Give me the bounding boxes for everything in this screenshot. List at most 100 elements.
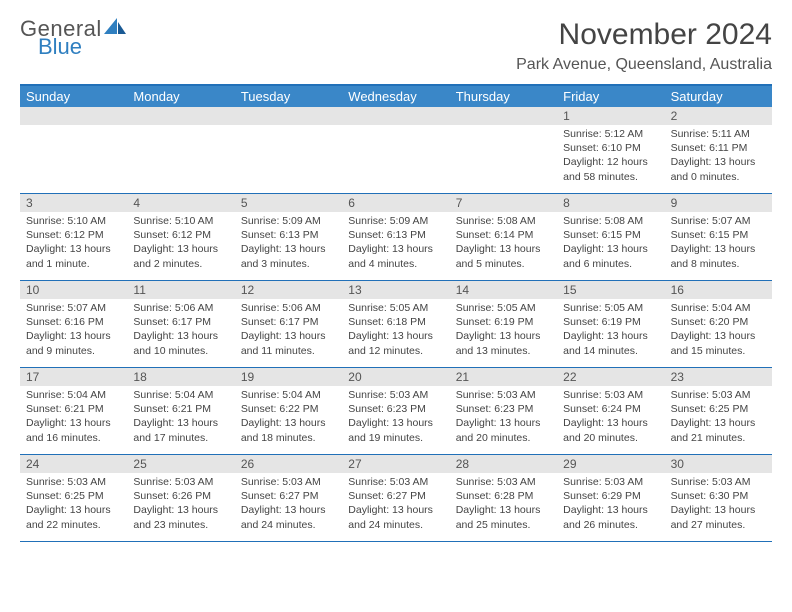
day-number: 24: [20, 455, 127, 473]
daylight-text: Daylight: 13 hours and 8 minutes.: [671, 242, 766, 270]
location: Park Avenue, Queensland, Australia: [516, 56, 772, 74]
day-number: 15: [557, 281, 664, 299]
day-content: Sunrise: 5:07 AMSunset: 6:15 PMDaylight:…: [665, 212, 772, 275]
day-header-cell: Wednesday: [342, 86, 449, 107]
day-header-cell: Monday: [127, 86, 234, 107]
week-row: 1Sunrise: 5:12 AMSunset: 6:10 PMDaylight…: [20, 107, 772, 194]
daylight-text: Daylight: 13 hours and 15 minutes.: [671, 329, 766, 357]
daylight-text: Daylight: 13 hours and 20 minutes.: [456, 416, 551, 444]
sunrise-text: Sunrise: 5:03 AM: [26, 475, 121, 489]
day-cell: 9Sunrise: 5:07 AMSunset: 6:15 PMDaylight…: [665, 194, 772, 280]
day-cell: 16Sunrise: 5:04 AMSunset: 6:20 PMDayligh…: [665, 281, 772, 367]
sunrise-text: Sunrise: 5:06 AM: [241, 301, 336, 315]
day-number: [450, 107, 557, 125]
day-cell: 11Sunrise: 5:06 AMSunset: 6:17 PMDayligh…: [127, 281, 234, 367]
day-cell: [235, 107, 342, 193]
day-content: Sunrise: 5:09 AMSunset: 6:13 PMDaylight:…: [342, 212, 449, 275]
day-number: 26: [235, 455, 342, 473]
day-content: Sunrise: 5:04 AMSunset: 6:22 PMDaylight:…: [235, 386, 342, 449]
daylight-text: Daylight: 13 hours and 5 minutes.: [456, 242, 551, 270]
day-cell: 12Sunrise: 5:06 AMSunset: 6:17 PMDayligh…: [235, 281, 342, 367]
sunrise-text: Sunrise: 5:04 AM: [671, 301, 766, 315]
month-title: November 2024: [516, 18, 772, 52]
calendar: Sunday Monday Tuesday Wednesday Thursday…: [20, 84, 772, 542]
daylight-text: Daylight: 13 hours and 9 minutes.: [26, 329, 121, 357]
daylight-text: Daylight: 13 hours and 25 minutes.: [456, 503, 551, 531]
day-cell: 2Sunrise: 5:11 AMSunset: 6:11 PMDaylight…: [665, 107, 772, 193]
sunset-text: Sunset: 6:17 PM: [133, 315, 228, 329]
sunset-text: Sunset: 6:14 PM: [456, 228, 551, 242]
week-row: 17Sunrise: 5:04 AMSunset: 6:21 PMDayligh…: [20, 368, 772, 455]
sunset-text: Sunset: 6:15 PM: [671, 228, 766, 242]
sunset-text: Sunset: 6:21 PM: [133, 402, 228, 416]
day-number: 18: [127, 368, 234, 386]
day-cell: 4Sunrise: 5:10 AMSunset: 6:12 PMDaylight…: [127, 194, 234, 280]
daylight-text: Daylight: 13 hours and 2 minutes.: [133, 242, 228, 270]
day-number: 17: [20, 368, 127, 386]
day-cell: 23Sunrise: 5:03 AMSunset: 6:25 PMDayligh…: [665, 368, 772, 454]
sunrise-text: Sunrise: 5:03 AM: [671, 388, 766, 402]
sunrise-text: Sunrise: 5:03 AM: [456, 475, 551, 489]
sunrise-text: Sunrise: 5:06 AM: [133, 301, 228, 315]
sunrise-text: Sunrise: 5:08 AM: [563, 214, 658, 228]
day-cell: 8Sunrise: 5:08 AMSunset: 6:15 PMDaylight…: [557, 194, 664, 280]
day-number: 20: [342, 368, 449, 386]
day-content: Sunrise: 5:03 AMSunset: 6:29 PMDaylight:…: [557, 473, 664, 536]
sunset-text: Sunset: 6:10 PM: [563, 141, 658, 155]
day-number: 19: [235, 368, 342, 386]
day-cell: 14Sunrise: 5:05 AMSunset: 6:19 PMDayligh…: [450, 281, 557, 367]
day-header-cell: Sunday: [20, 86, 127, 107]
day-cell: 7Sunrise: 5:08 AMSunset: 6:14 PMDaylight…: [450, 194, 557, 280]
title-block: November 2024 Park Avenue, Queensland, A…: [516, 18, 772, 74]
sunrise-text: Sunrise: 5:03 AM: [671, 475, 766, 489]
day-content: Sunrise: 5:03 AMSunset: 6:25 PMDaylight:…: [665, 386, 772, 449]
daylight-text: Daylight: 13 hours and 14 minutes.: [563, 329, 658, 357]
sunset-text: Sunset: 6:13 PM: [348, 228, 443, 242]
day-header-row: Sunday Monday Tuesday Wednesday Thursday…: [20, 86, 772, 107]
sunrise-text: Sunrise: 5:03 AM: [133, 475, 228, 489]
day-content: Sunrise: 5:07 AMSunset: 6:16 PMDaylight:…: [20, 299, 127, 362]
day-cell: 5Sunrise: 5:09 AMSunset: 6:13 PMDaylight…: [235, 194, 342, 280]
sunrise-text: Sunrise: 5:03 AM: [348, 388, 443, 402]
daylight-text: Daylight: 13 hours and 1 minute.: [26, 242, 121, 270]
sunset-text: Sunset: 6:26 PM: [133, 489, 228, 503]
day-cell: 1Sunrise: 5:12 AMSunset: 6:10 PMDaylight…: [557, 107, 664, 193]
day-content: Sunrise: 5:03 AMSunset: 6:27 PMDaylight:…: [235, 473, 342, 536]
day-number: 8: [557, 194, 664, 212]
day-content: Sunrise: 5:10 AMSunset: 6:12 PMDaylight:…: [127, 212, 234, 275]
day-cell: 25Sunrise: 5:03 AMSunset: 6:26 PMDayligh…: [127, 455, 234, 541]
daylight-text: Daylight: 12 hours and 58 minutes.: [563, 155, 658, 183]
sunset-text: Sunset: 6:28 PM: [456, 489, 551, 503]
daylight-text: Daylight: 13 hours and 13 minutes.: [456, 329, 551, 357]
day-cell: 24Sunrise: 5:03 AMSunset: 6:25 PMDayligh…: [20, 455, 127, 541]
day-header-cell: Thursday: [450, 86, 557, 107]
daylight-text: Daylight: 13 hours and 17 minutes.: [133, 416, 228, 444]
day-content: Sunrise: 5:03 AMSunset: 6:23 PMDaylight:…: [342, 386, 449, 449]
sunrise-text: Sunrise: 5:05 AM: [348, 301, 443, 315]
day-header-cell: Friday: [557, 86, 664, 107]
sunrise-text: Sunrise: 5:10 AM: [26, 214, 121, 228]
day-cell: [20, 107, 127, 193]
day-cell: [450, 107, 557, 193]
daylight-text: Daylight: 13 hours and 16 minutes.: [26, 416, 121, 444]
day-number: [20, 107, 127, 125]
day-content: Sunrise: 5:08 AMSunset: 6:14 PMDaylight:…: [450, 212, 557, 275]
day-cell: 17Sunrise: 5:04 AMSunset: 6:21 PMDayligh…: [20, 368, 127, 454]
day-content: Sunrise: 5:03 AMSunset: 6:27 PMDaylight:…: [342, 473, 449, 536]
sunrise-text: Sunrise: 5:03 AM: [456, 388, 551, 402]
sunset-text: Sunset: 6:19 PM: [456, 315, 551, 329]
sunrise-text: Sunrise: 5:10 AM: [133, 214, 228, 228]
sunset-text: Sunset: 6:23 PM: [456, 402, 551, 416]
day-cell: 6Sunrise: 5:09 AMSunset: 6:13 PMDaylight…: [342, 194, 449, 280]
day-number: 21: [450, 368, 557, 386]
sunrise-text: Sunrise: 5:03 AM: [563, 388, 658, 402]
sunrise-text: Sunrise: 5:11 AM: [671, 127, 766, 141]
day-cell: 13Sunrise: 5:05 AMSunset: 6:18 PMDayligh…: [342, 281, 449, 367]
day-content: Sunrise: 5:12 AMSunset: 6:10 PMDaylight:…: [557, 125, 664, 188]
day-number: 28: [450, 455, 557, 473]
day-content: Sunrise: 5:03 AMSunset: 6:23 PMDaylight:…: [450, 386, 557, 449]
day-number: [342, 107, 449, 125]
week-row: 10Sunrise: 5:07 AMSunset: 6:16 PMDayligh…: [20, 281, 772, 368]
day-content: Sunrise: 5:04 AMSunset: 6:21 PMDaylight:…: [127, 386, 234, 449]
sunrise-text: Sunrise: 5:07 AM: [671, 214, 766, 228]
